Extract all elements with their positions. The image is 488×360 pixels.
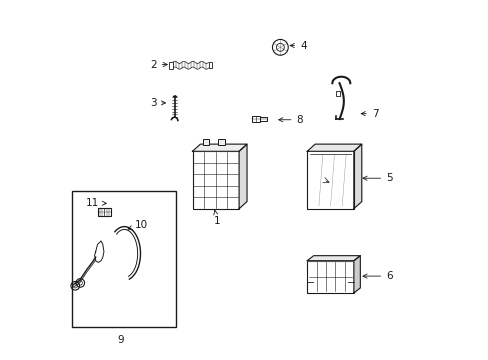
Bar — [208, 62, 211, 68]
Text: 4: 4 — [289, 41, 306, 50]
Bar — [306, 261, 353, 293]
Polygon shape — [306, 144, 361, 151]
Bar — [169, 62, 172, 69]
Polygon shape — [353, 256, 360, 293]
Bar — [203, 139, 209, 145]
Bar — [306, 151, 353, 209]
Text: 3: 3 — [150, 98, 165, 108]
Circle shape — [272, 40, 287, 55]
Text: 11: 11 — [86, 198, 106, 208]
Bar — [218, 139, 224, 145]
Polygon shape — [192, 144, 246, 151]
Text: 6: 6 — [362, 271, 392, 281]
Text: 1: 1 — [213, 210, 220, 226]
Polygon shape — [239, 144, 246, 209]
Bar — [335, 91, 339, 96]
Text: 9: 9 — [117, 334, 124, 345]
Bar — [192, 151, 239, 209]
Text: 5: 5 — [362, 173, 392, 183]
Polygon shape — [306, 256, 360, 261]
Text: 8: 8 — [278, 115, 303, 125]
Bar — [252, 116, 260, 122]
Bar — [72, 191, 176, 327]
Bar — [98, 208, 110, 216]
Polygon shape — [94, 241, 104, 262]
Bar — [260, 117, 266, 121]
Text: 10: 10 — [128, 220, 148, 230]
Polygon shape — [353, 144, 361, 209]
Text: 7: 7 — [361, 109, 378, 119]
Text: 2: 2 — [150, 59, 167, 69]
